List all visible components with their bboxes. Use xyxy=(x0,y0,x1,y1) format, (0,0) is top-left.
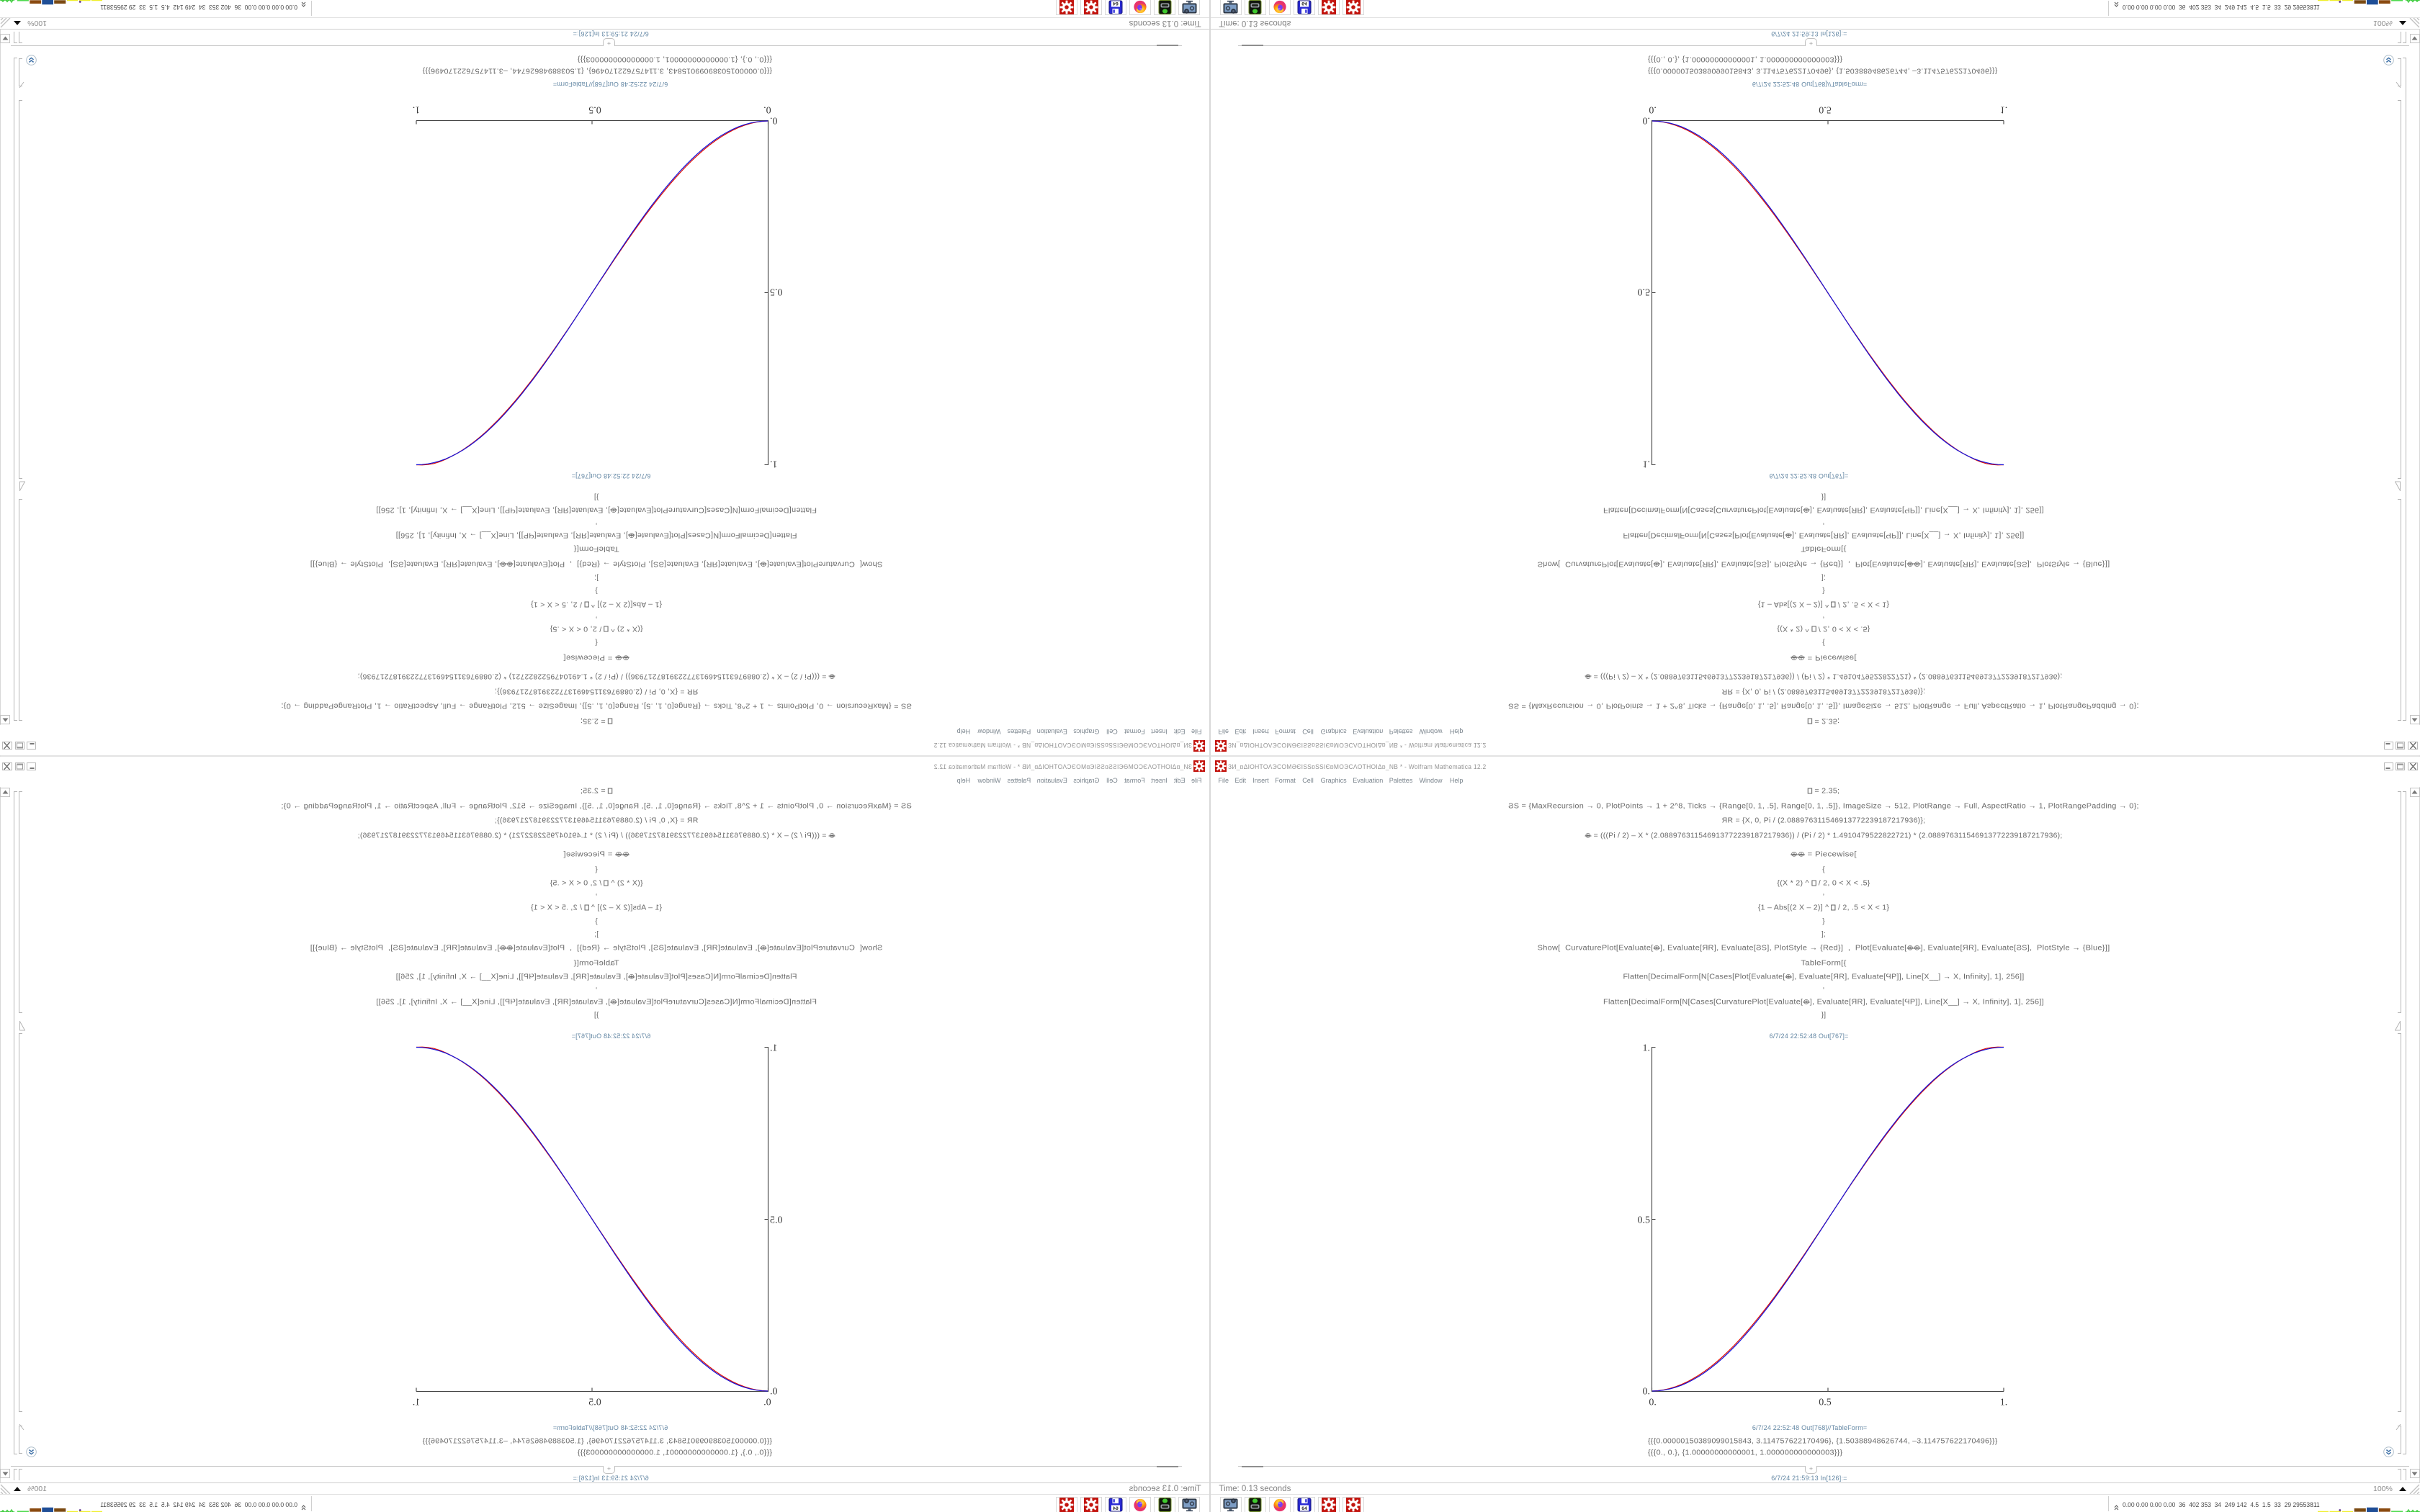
svg-text:1.: 1. xyxy=(1643,1043,1651,1054)
svg-text:0.5: 0.5 xyxy=(1819,104,1832,115)
svg-text:1.: 1. xyxy=(2000,104,2008,115)
svg-text:0.: 0. xyxy=(1643,115,1651,126)
svg-text:0.: 0. xyxy=(763,1398,771,1408)
svg-text:1.: 1. xyxy=(770,459,778,469)
svg-text:0.5: 0.5 xyxy=(588,1398,601,1408)
svg-text:1.: 1. xyxy=(413,1398,421,1408)
svg-text:0.5: 0.5 xyxy=(770,1215,783,1226)
svg-text:0.: 0. xyxy=(1643,1387,1651,1398)
svg-text:0.: 0. xyxy=(1649,1398,1657,1408)
svg-text:1.: 1. xyxy=(770,1043,778,1054)
svg-text:64: 64 xyxy=(1301,1506,1307,1511)
svg-text:0.: 0. xyxy=(770,1387,778,1398)
svg-text:64: 64 xyxy=(1113,1506,1119,1511)
svg-text:0.5: 0.5 xyxy=(1638,287,1651,297)
svg-text:1.: 1. xyxy=(1643,459,1651,469)
svg-text:1.: 1. xyxy=(413,104,421,115)
svg-text:0.5: 0.5 xyxy=(1819,1398,1832,1408)
svg-text:0.5: 0.5 xyxy=(770,287,783,297)
svg-text:0.: 0. xyxy=(770,115,778,126)
svg-text:0.: 0. xyxy=(1649,104,1657,115)
svg-text:0.: 0. xyxy=(763,104,771,115)
svg-text:0.5: 0.5 xyxy=(1638,1215,1651,1226)
svg-text:1.: 1. xyxy=(2000,1398,2008,1408)
svg-text:0.5: 0.5 xyxy=(588,104,601,115)
svg-text:64: 64 xyxy=(1301,1,1307,6)
svg-text:64: 64 xyxy=(1113,1,1119,6)
